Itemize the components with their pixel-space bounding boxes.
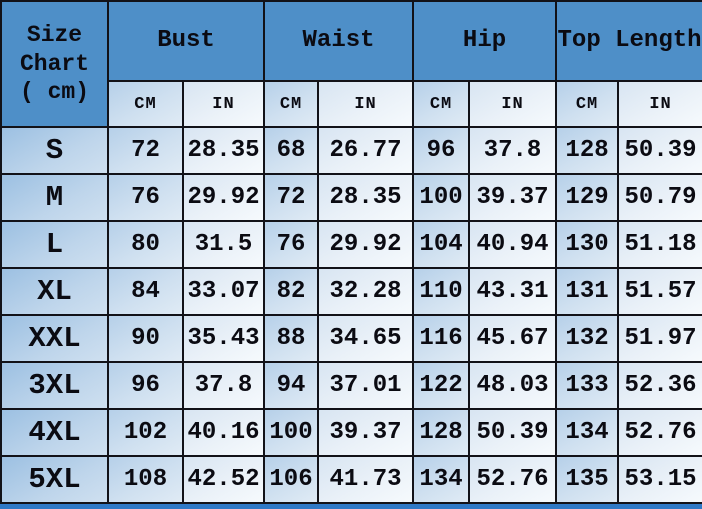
cell-hip-in: 52.76 — [468, 455, 558, 504]
cell-waist-cm: 76 — [263, 220, 320, 269]
cell-bust-cm: 96 — [107, 361, 184, 410]
unit-header-bust-cm: CM — [107, 80, 184, 128]
cell-bust-in: 29.92 — [181, 173, 266, 222]
cell-top-cm: 133 — [555, 361, 620, 410]
corner-line-2: Chart — [19, 50, 89, 77]
cell-hip-in: 50.39 — [468, 408, 558, 457]
cell-waist-in: 39.37 — [317, 408, 415, 457]
cell-bust-in: 33.07 — [181, 267, 266, 316]
cell-bust-cm: 102 — [107, 408, 184, 457]
cell-waist-in: 28.35 — [317, 173, 415, 222]
table-row-xl: XL 84 33.07 82 32.28 110 43.31 131 51.57 — [0, 267, 702, 316]
group-header-waist: Waist — [263, 0, 415, 82]
cell-waist-in: 26.77 — [317, 126, 415, 175]
cell-top-cm: 128 — [555, 126, 620, 175]
cell-hip-in: 37.8 — [468, 126, 558, 175]
cell-waist-in: 37.01 — [317, 361, 415, 410]
cell-top-in: 51.97 — [617, 314, 702, 363]
cell-top-in: 52.36 — [617, 361, 702, 410]
cell-waist-in: 32.28 — [317, 267, 415, 316]
cell-hip-cm: 128 — [412, 408, 471, 457]
size-label: XL — [0, 267, 109, 316]
cell-hip-in: 39.37 — [468, 173, 558, 222]
cell-bust-cm: 90 — [107, 314, 184, 363]
cell-bust-cm: 80 — [107, 220, 184, 269]
cell-bust-in: 35.43 — [181, 314, 266, 363]
group-header-bust: Bust — [106, 0, 266, 82]
cell-waist-cm: 100 — [263, 408, 320, 457]
table-row-3xl: 3XL 96 37.8 94 37.01 122 48.03 133 52.36 — [0, 361, 702, 410]
unit-header-waist-cm: CM — [263, 80, 320, 128]
cell-waist-cm: 106 — [263, 455, 320, 504]
table-row-m: M 76 29.92 72 28.35 100 39.37 129 50.79 — [0, 173, 702, 222]
cell-top-cm: 134 — [555, 408, 620, 457]
cell-top-cm: 129 — [555, 173, 620, 222]
size-label: L — [0, 220, 109, 269]
cell-hip-cm: 122 — [412, 361, 471, 410]
size-label: 5XL — [0, 455, 109, 504]
cell-top-in: 50.79 — [617, 173, 702, 222]
table-row-5xl: 5XL 108 42.52 106 41.73 134 52.76 135 53… — [0, 455, 702, 504]
cell-hip-cm: 96 — [412, 126, 471, 175]
cell-hip-in: 40.94 — [468, 220, 558, 269]
cell-top-cm: 130 — [555, 220, 620, 269]
cell-bust-in: 40.16 — [181, 408, 266, 457]
size-label: 3XL — [0, 361, 109, 410]
group-header-hip: Hip — [412, 0, 558, 82]
table-row-s: S 72 28.35 68 26.77 96 37.8 128 50.39 — [0, 126, 702, 175]
table-row-l: L 80 31.5 76 29.92 104 40.94 130 51.18 — [0, 220, 702, 269]
cell-top-cm: 132 — [555, 314, 620, 363]
cell-waist-in: 41.73 — [317, 455, 415, 504]
unit-header-waist-in: IN — [317, 80, 415, 128]
unit-header-hip-cm: CM — [412, 80, 471, 128]
cell-top-cm: 135 — [555, 455, 620, 504]
cell-bust-in: 31.5 — [181, 220, 266, 269]
corner-line-3: ( cm) — [19, 79, 89, 106]
cell-hip-cm: 100 — [412, 173, 471, 222]
cell-waist-cm: 94 — [263, 361, 320, 410]
size-label: M — [0, 173, 109, 222]
cell-bust-in: 37.8 — [181, 361, 266, 410]
group-header-top-length: Top Length — [555, 0, 702, 82]
table-row-xxl: XXL 90 35.43 88 34.65 116 45.67 132 51.9… — [0, 314, 702, 363]
cell-waist-cm: 82 — [263, 267, 320, 316]
table-row-4xl: 4XL 102 40.16 100 39.37 128 50.39 134 52… — [0, 408, 702, 457]
cell-waist-cm: 88 — [263, 314, 320, 363]
corner-header: Size Chart ( cm) — [0, 0, 109, 128]
cell-top-in: 53.15 — [617, 455, 702, 504]
cell-hip-in: 48.03 — [468, 361, 558, 410]
cell-waist-in: 29.92 — [317, 220, 415, 269]
cell-top-in: 50.39 — [617, 126, 702, 175]
corner-line-1: Size — [26, 21, 83, 48]
cell-waist-in: 34.65 — [317, 314, 415, 363]
cell-hip-cm: 104 — [412, 220, 471, 269]
cell-bust-cm: 72 — [107, 126, 184, 175]
cell-waist-cm: 72 — [263, 173, 320, 222]
cell-hip-in: 43.31 — [468, 267, 558, 316]
unit-header-top-in: IN — [617, 80, 702, 128]
cell-bust-cm: 76 — [107, 173, 184, 222]
cell-hip-in: 45.67 — [468, 314, 558, 363]
cell-top-in: 52.76 — [617, 408, 702, 457]
cell-hip-cm: 110 — [412, 267, 471, 316]
bottom-border-strip — [0, 504, 702, 509]
cell-bust-cm: 84 — [107, 267, 184, 316]
cell-hip-cm: 116 — [412, 314, 471, 363]
cell-bust-in: 28.35 — [181, 126, 266, 175]
unit-header-hip-in: IN — [468, 80, 558, 128]
cell-waist-cm: 68 — [263, 126, 320, 175]
cell-hip-cm: 134 — [412, 455, 471, 504]
cell-bust-in: 42.52 — [181, 455, 266, 504]
unit-header-top-cm: CM — [555, 80, 620, 128]
cell-top-in: 51.18 — [617, 220, 702, 269]
size-label: 4XL — [0, 408, 109, 457]
unit-header-bust-in: IN — [181, 80, 266, 128]
size-label: XXL — [0, 314, 109, 363]
cell-top-cm: 131 — [555, 267, 620, 316]
cell-top-in: 51.57 — [617, 267, 702, 316]
size-label: S — [0, 126, 109, 175]
cell-bust-cm: 108 — [107, 455, 184, 504]
